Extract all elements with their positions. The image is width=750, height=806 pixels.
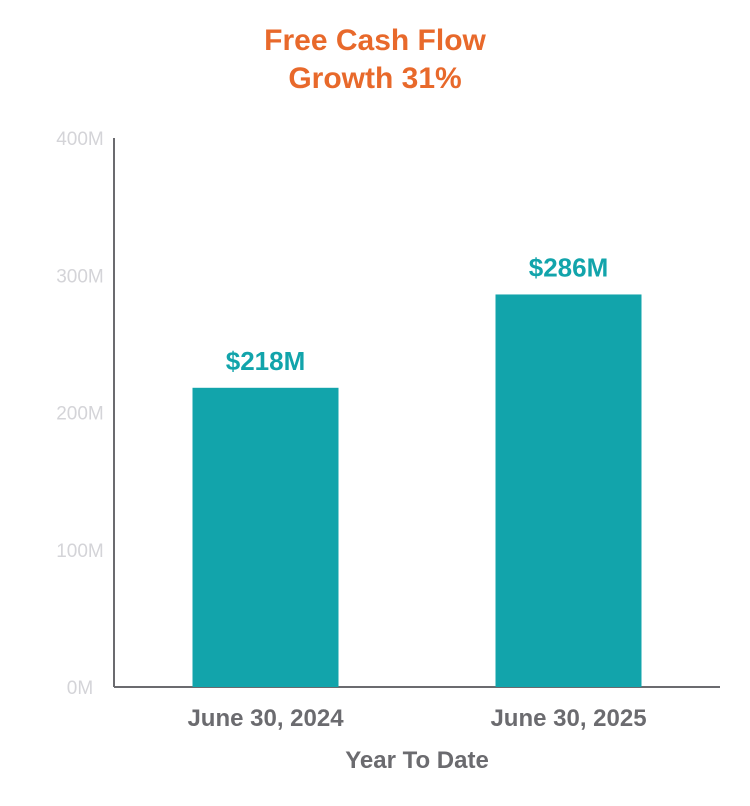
bar-1	[192, 387, 339, 687]
bar-value-label: $286M	[529, 252, 609, 282]
y-tick-label: 300M	[56, 266, 104, 287]
chart-title-line-1: Free Cash Flow	[264, 24, 486, 57]
bar-value-label: $218M	[226, 346, 306, 376]
x-tick-label: June 30, 2025	[490, 705, 646, 732]
bar-2	[495, 294, 642, 687]
y-tick-label: 0M	[67, 678, 93, 699]
x-tick-label: June 30, 2024	[187, 705, 344, 732]
y-tick-label: 100M	[56, 541, 104, 562]
chart-title-line-2: Growth 31%	[288, 62, 462, 95]
y-tick-label: 200M	[56, 404, 104, 425]
y-tick-label: 400M	[56, 129, 104, 150]
x-axis-title: Year To Date	[345, 747, 489, 774]
